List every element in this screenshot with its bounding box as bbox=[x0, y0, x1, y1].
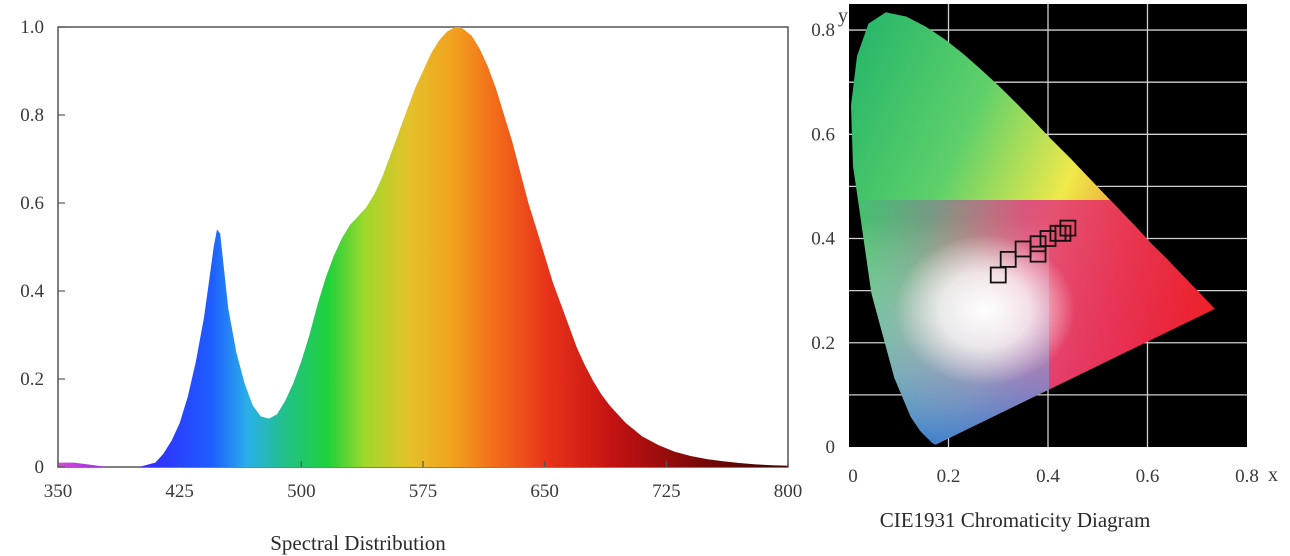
spectral-chart: 0 0.2 0.4 0.6 0.8 1.0 350 425 500 575 650 725 800 S… bbox=[20, 17, 802, 555]
cie-caption: CIE1931 Chromaticity Diagram bbox=[880, 508, 1151, 532]
spectral-x-tick-label: 725 bbox=[652, 481, 681, 502]
spectral-x-tick-label: 425 bbox=[165, 481, 194, 502]
cie-x-tick-label: 0.4 bbox=[1036, 466, 1060, 487]
spectral-caption: Spectral Distribution bbox=[270, 531, 446, 555]
cie-marker bbox=[1059, 219, 1077, 237]
spectral-y-tick-label: 1.0 bbox=[20, 17, 44, 38]
spectral-x-tick-label: 500 bbox=[287, 481, 316, 502]
spectral-x-tick-label: 350 bbox=[44, 481, 73, 502]
spectral-x-ticks: 350 425 500 575 650 725 800 bbox=[44, 461, 803, 502]
cie-y-tick-label: 0.4 bbox=[811, 229, 835, 250]
spectral-y-tick-label: 0.2 bbox=[20, 369, 44, 390]
spectral-y-ticks: 0 0.2 0.4 0.6 0.8 1.0 bbox=[20, 17, 65, 478]
spectral-x-tick-label: 800 bbox=[774, 481, 803, 502]
cie-y-tick-label: 0.6 bbox=[811, 124, 835, 145]
cie-x-tick-label: 0 bbox=[848, 466, 858, 487]
cie-marker bbox=[1029, 235, 1047, 253]
cie-x-tick-label: 0.6 bbox=[1136, 466, 1160, 487]
spectral-fill bbox=[58, 27, 788, 467]
cie-marker bbox=[1054, 224, 1072, 242]
cie-marker bbox=[999, 250, 1017, 268]
cie-y-tick-label: 0 bbox=[826, 437, 836, 458]
spectral-y-tick-label: 0.4 bbox=[20, 281, 44, 302]
cie-x-ticks: 0 0.2 0.4 0.6 0.8 bbox=[848, 466, 1259, 487]
cie-markers bbox=[989, 219, 1077, 284]
cie-y-tick-label: 0.8 bbox=[811, 20, 835, 41]
cie-y-tick-label: 0.2 bbox=[811, 333, 835, 354]
cie-x-tick-label: 0.8 bbox=[1235, 466, 1259, 487]
cie-chart: 0 0.2 0.4 0.6 0.8 0 0.2 0.4 0.6 0.8 y x CIE1931 … bbox=[811, 4, 1278, 532]
spectral-x-tick-label: 575 bbox=[409, 481, 438, 502]
cie-x-axis-label: x bbox=[1268, 464, 1278, 486]
spectral-y-tick-label: 0 bbox=[35, 457, 45, 478]
cie-marker bbox=[989, 266, 1007, 284]
spectral-y-tick-label: 0.8 bbox=[20, 105, 44, 126]
cie-x-tick-label: 0.2 bbox=[937, 466, 961, 487]
cie-y-axis-label: y bbox=[838, 5, 848, 27]
spectral-x-tick-label: 650 bbox=[530, 481, 559, 502]
cie-marker bbox=[1029, 245, 1047, 263]
cie-y-ticks: 0 0.2 0.4 0.6 0.8 bbox=[811, 20, 835, 458]
spectral-y-tick-label: 0.6 bbox=[20, 193, 44, 214]
